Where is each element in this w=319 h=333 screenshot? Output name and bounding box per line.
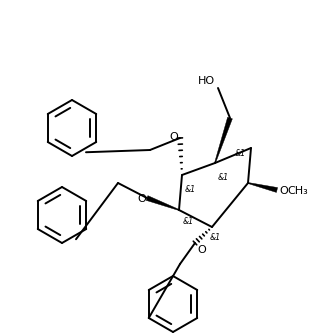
Polygon shape [214,117,232,163]
Polygon shape [146,196,179,210]
Text: O: O [169,132,178,142]
Text: O: O [197,245,206,255]
Text: &1: &1 [185,185,196,194]
Text: CH₃: CH₃ [287,186,308,196]
Polygon shape [248,182,278,192]
Text: HO: HO [198,76,215,86]
Text: &1: &1 [235,149,246,158]
Text: O: O [137,194,146,204]
Text: O: O [279,186,288,196]
Text: &1: &1 [218,173,229,182]
Text: &1: &1 [183,217,194,226]
Text: &1: &1 [210,233,221,242]
